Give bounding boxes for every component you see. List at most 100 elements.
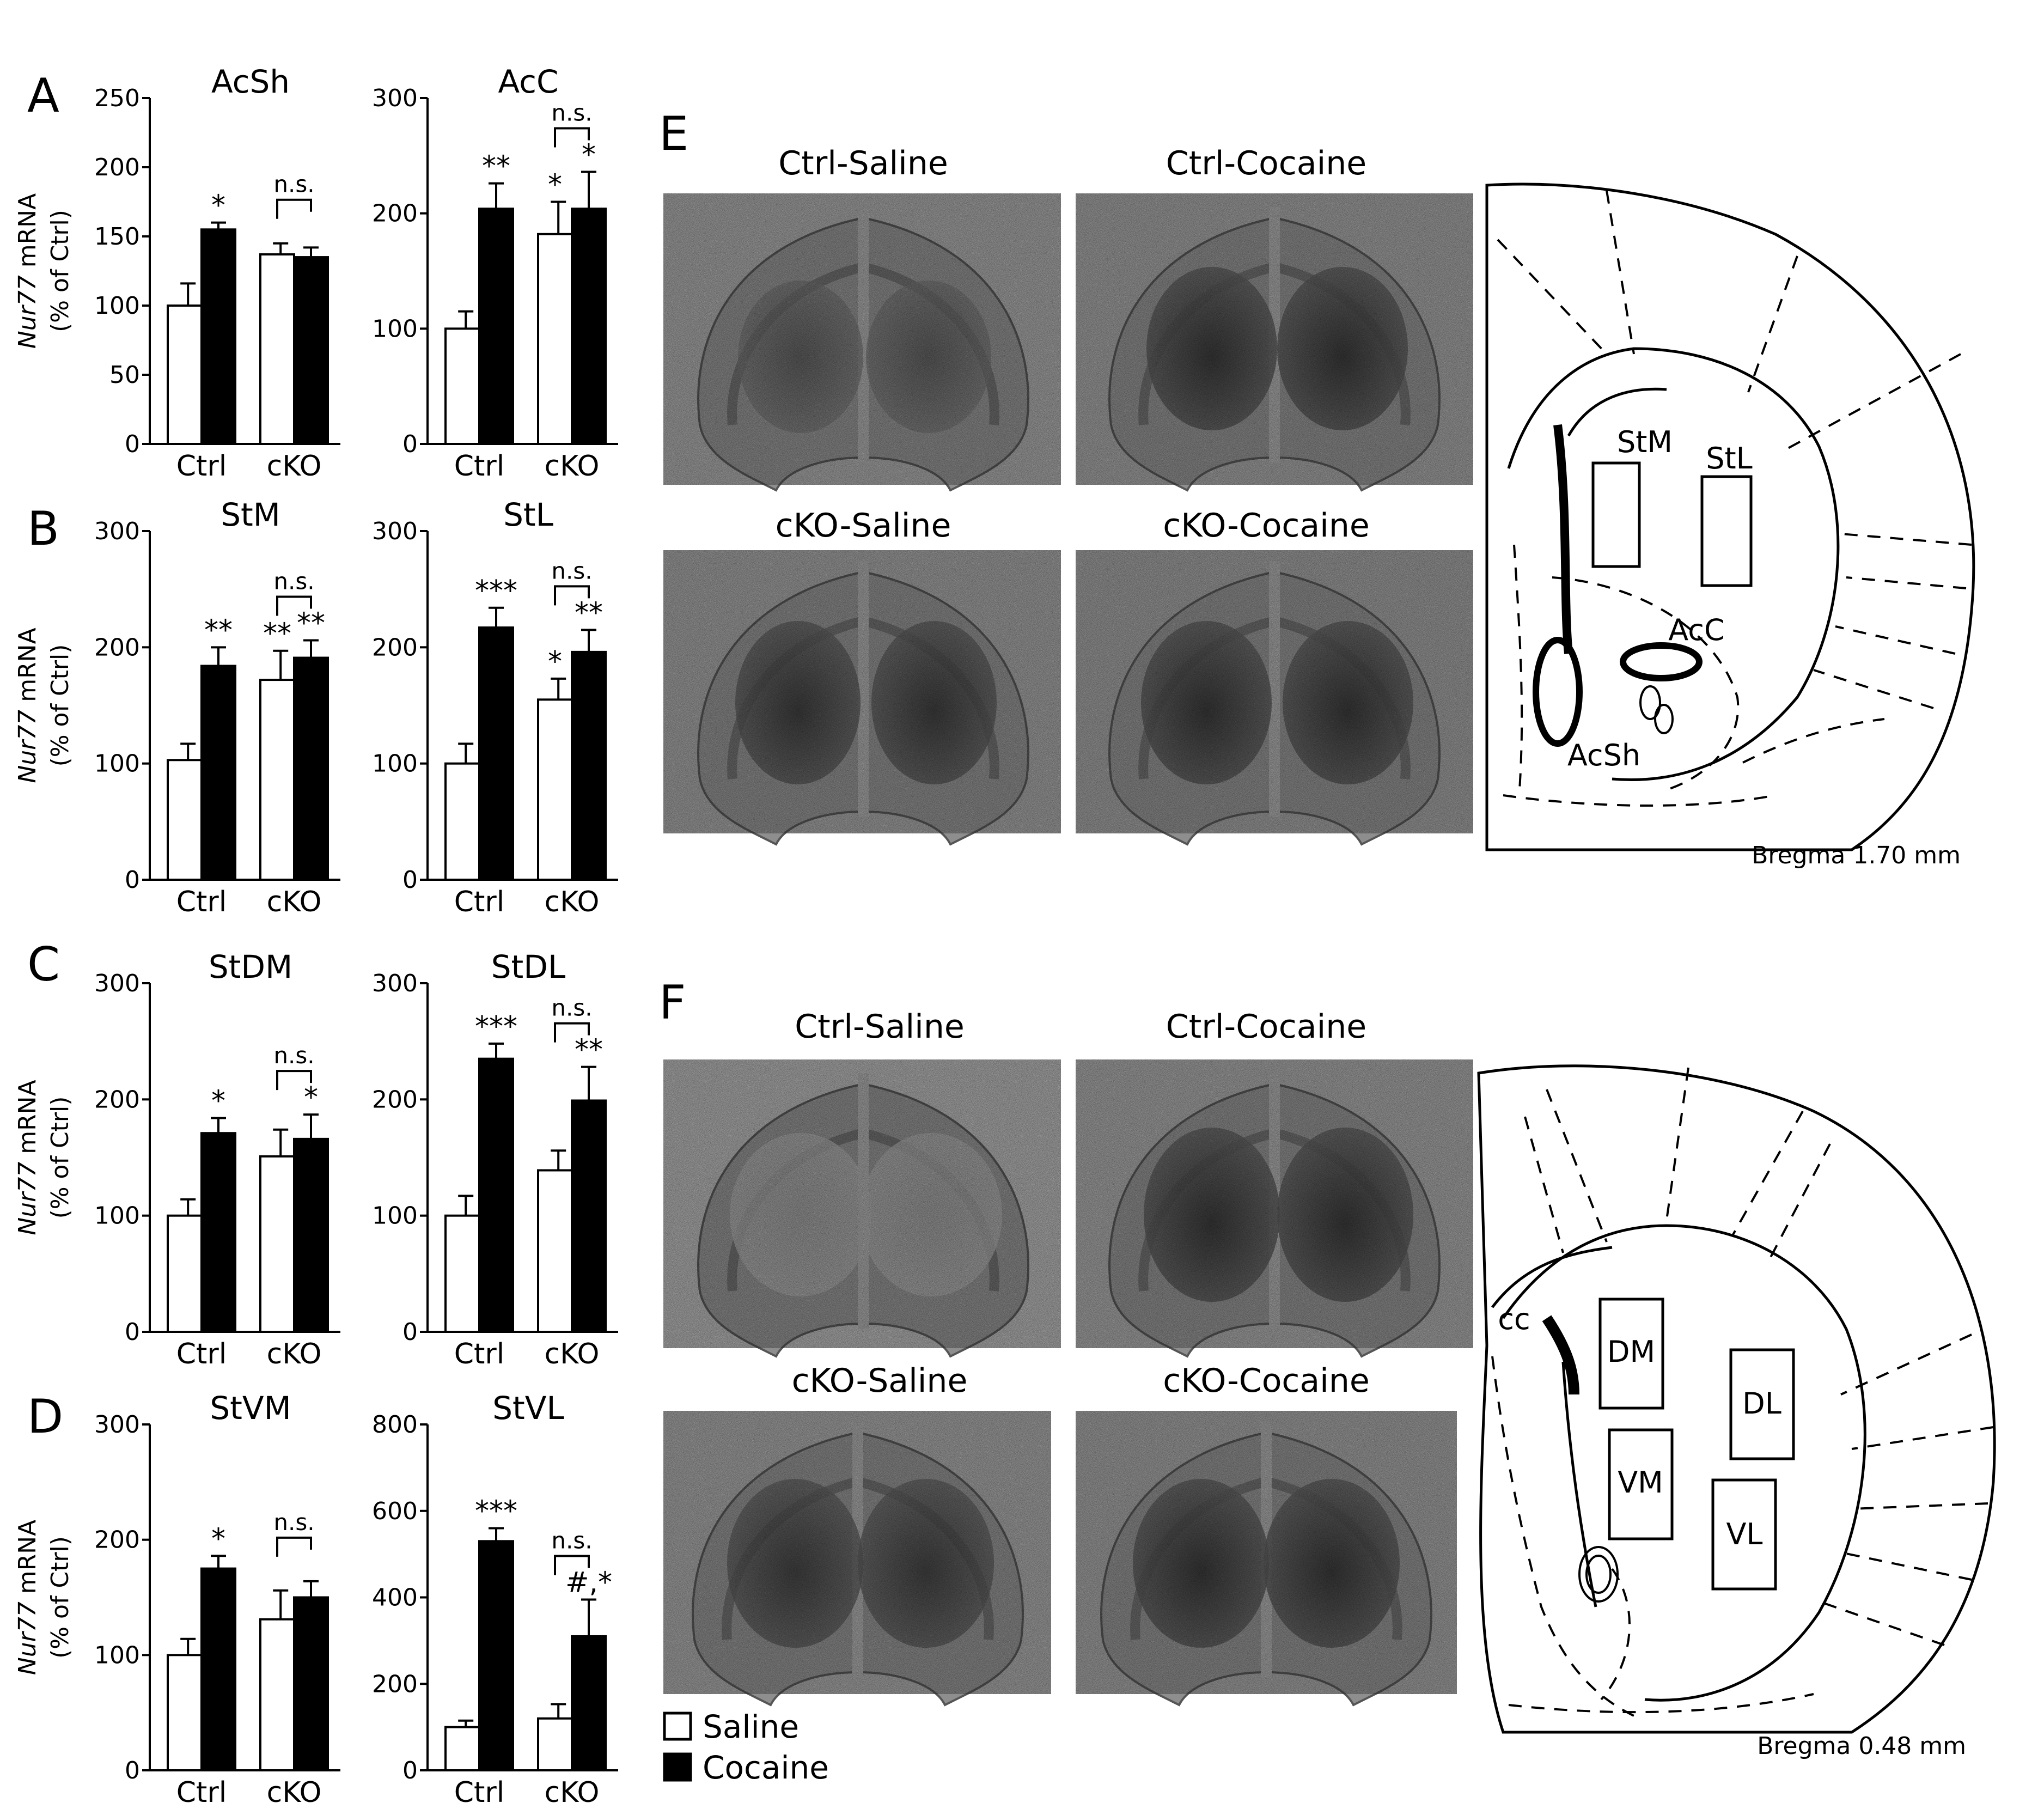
bar-saline	[259, 679, 295, 881]
y-tick-label: 300	[372, 517, 418, 545]
image-title: cKO-Saline	[792, 1362, 968, 1400]
legend-swatch-saline	[663, 1712, 692, 1741]
y-tick-label: 0	[402, 866, 418, 894]
atlas-label-stl: StL	[1706, 441, 1753, 476]
y-tick-label: 0	[402, 430, 418, 458]
x-tick-label: cKO	[545, 1776, 600, 1809]
bar-chart-stdm: 0 100 200 300 StDM Nur77 mRNA (% of Ctrl) Ctrl *…	[14, 948, 340, 1371]
significance-mark: **	[482, 150, 510, 183]
panel-f-images: Ctrl-Saline Ctrl-Cocaine cKO-Saline cKO-…	[663, 1008, 1473, 1705]
bar-cocaine	[200, 228, 236, 445]
y-tick-label: 100	[94, 750, 140, 778]
significance-mark: ***	[475, 1010, 517, 1043]
chart-title: AcC	[498, 63, 558, 100]
significance-mark: **	[204, 614, 233, 647]
legend-swatch-cocaine	[663, 1752, 692, 1782]
y-axis-label: Nur77 mRNA	[14, 193, 41, 349]
panel-label-c: C	[27, 937, 60, 992]
y-tick-label: 200	[94, 154, 140, 181]
autoradiograph-cko-cocaine	[1076, 1411, 1457, 1705]
y-tick-label: 200	[94, 1086, 140, 1113]
panel-e-atlas	[1485, 182, 1975, 851]
x-tick-label: Ctrl	[176, 1776, 227, 1809]
atlas-label-dm: DM	[1607, 1335, 1655, 1369]
ns-bracket	[554, 585, 590, 606]
x-tick-label: Ctrl	[454, 1338, 505, 1371]
y-tick-label: 0	[125, 1318, 140, 1346]
autoradiograph-ctrl-cocaine	[1076, 193, 1473, 490]
x-tick-label: cKO	[267, 886, 322, 918]
bar-cocaine	[478, 626, 514, 881]
image-title: cKO-Saline	[776, 507, 951, 545]
ns-bracket	[554, 127, 590, 148]
bar-saline	[259, 253, 295, 445]
significance-mark: *	[211, 190, 225, 222]
autoradiograph-ctrl-cocaine	[1076, 1059, 1473, 1356]
panel-label-f: F	[659, 976, 686, 1030]
image-title: Ctrl-Saline	[795, 1008, 965, 1046]
bar-saline	[537, 1169, 573, 1333]
y-tick-label: 200	[94, 634, 140, 661]
bar-chart-acsh: 0 50 100 150 200 250 AcSh Nur77 mRNA (% of Ctrl)…	[14, 63, 340, 483]
bar-cocaine	[293, 656, 329, 881]
x-tick-label: Ctrl	[176, 886, 227, 918]
x-tick-label: Ctrl	[176, 1338, 227, 1371]
atlas-label-acsh: AcSh	[1567, 738, 1640, 772]
ns-label: n.s.	[551, 995, 592, 1021]
bar-cocaine	[293, 256, 329, 445]
y-tick-label: 0	[125, 866, 140, 894]
y-tick-label: 300	[372, 84, 418, 112]
bar-cocaine	[571, 650, 607, 881]
y-tick-label: 200	[94, 1526, 140, 1554]
bar-cocaine	[571, 1099, 607, 1333]
ns-bracket	[554, 1555, 590, 1575]
ns-bracket	[276, 1536, 312, 1557]
y-tick-label: 200	[372, 1670, 418, 1698]
significance-mark: #,*	[565, 1566, 612, 1599]
bar-chart-stvl: 0 200 400 600 800 StVL Ctrl *** cKO #,* n.s.	[372, 1390, 618, 1809]
ns-label: n.s.	[273, 171, 314, 198]
legend: Saline Cocaine	[663, 1708, 829, 1786]
y-tick-label: 250	[94, 84, 140, 112]
y-axis-unit: (% of Ctrl)	[46, 1097, 74, 1219]
x-tick-label: cKO	[545, 450, 600, 483]
y-axis-label: Nur77 mRNA	[14, 1520, 41, 1675]
y-tick-label: 100	[372, 315, 418, 343]
bar-saline	[537, 1717, 573, 1771]
y-tick-label: 200	[372, 200, 418, 228]
bar-saline	[167, 1214, 203, 1333]
y-tick-label: 0	[402, 1757, 418, 1784]
ns-label: n.s.	[273, 568, 314, 595]
bar-cocaine	[293, 1137, 329, 1333]
autoradiograph-cko-saline	[663, 550, 1061, 844]
significance-mark: *	[304, 1081, 318, 1114]
x-tick-label: cKO	[267, 1338, 322, 1371]
y-axis-label: Nur77 mRNA	[14, 628, 41, 783]
bar-saline	[537, 233, 573, 445]
image-title: cKO-Cocaine	[1163, 1362, 1370, 1400]
x-tick-label: Ctrl	[454, 450, 505, 483]
ns-bracket	[276, 198, 312, 219]
bar-cocaine	[200, 665, 236, 881]
significance-mark: **	[575, 596, 603, 629]
panel-label-b: B	[27, 502, 59, 556]
significance-mark: ***	[475, 1495, 517, 1528]
bar-chart-stdl: 0 100 200 300 StDL Ctrl *** cKO ** n.s.	[372, 948, 618, 1371]
bar-saline	[444, 1726, 480, 1771]
panel-label-e: E	[659, 107, 688, 161]
chart-title: StL	[503, 496, 553, 533]
ns-bracket	[276, 1070, 312, 1091]
y-tick-label: 100	[372, 1202, 418, 1230]
y-tick-label: 100	[94, 1202, 140, 1230]
atlas-label-dl: DL	[1742, 1386, 1781, 1421]
autoradiograph-ctrl-saline	[663, 193, 1061, 490]
significance-mark: **	[297, 607, 325, 640]
y-tick-label: 400	[372, 1584, 418, 1612]
bar-cocaine	[571, 1635, 607, 1771]
chart-title: StDM	[209, 948, 292, 985]
chart-title: StVM	[210, 1390, 291, 1427]
y-tick-label: 0	[125, 430, 140, 458]
y-tick-label: 150	[94, 223, 140, 251]
bar-saline	[259, 1155, 295, 1333]
